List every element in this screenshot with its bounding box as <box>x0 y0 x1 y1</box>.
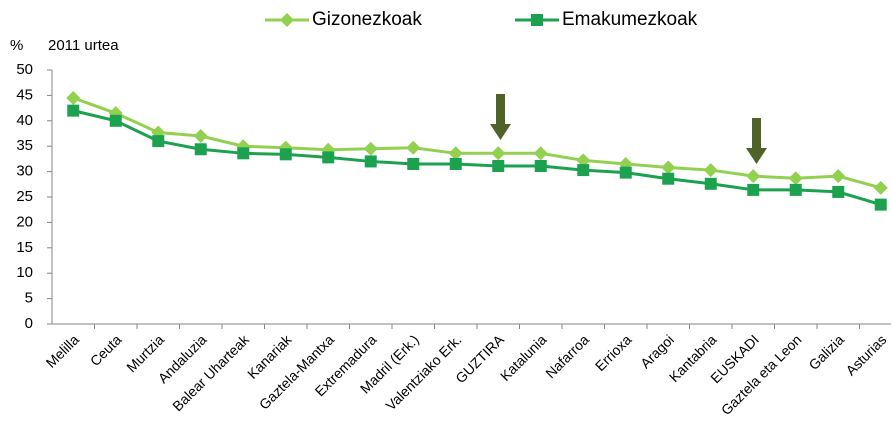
arrow <box>490 94 511 140</box>
point <box>364 155 377 168</box>
series-line <box>72 96 882 190</box>
point <box>152 135 165 148</box>
legend-label: Emakumezkoak <box>562 9 698 30</box>
y-tick-label: 40 <box>16 112 33 129</box>
y-tick-label: 10 <box>16 264 33 281</box>
y-tick-label: 0 <box>25 315 33 332</box>
point <box>832 185 845 198</box>
point <box>704 177 717 190</box>
point <box>788 171 803 186</box>
point <box>619 166 632 179</box>
point <box>746 169 761 184</box>
x-tick-label: Aragoi <box>637 331 677 371</box>
x-tick-label: Valentziako Erk. <box>382 331 464 413</box>
y-tick-label: 25 <box>16 188 33 205</box>
point <box>492 160 505 173</box>
y-tick-label: 35 <box>16 137 33 154</box>
subtitle: 2011 urtea <box>48 37 119 54</box>
x-tick-label: Gaztela eta Leon <box>718 331 805 418</box>
y-tick-label: 20 <box>16 213 33 230</box>
y-axis-label: % <box>10 37 23 54</box>
arrow <box>746 118 767 164</box>
point <box>747 183 760 196</box>
point <box>448 146 463 161</box>
point <box>279 148 292 161</box>
x-tick-label: Asturias <box>842 331 889 378</box>
legend-marker <box>280 13 294 27</box>
point <box>831 169 846 184</box>
y-tick-label: 50 <box>16 61 33 78</box>
point <box>322 151 335 164</box>
y-tick-label: 45 <box>16 86 33 103</box>
x-tick-label: Errioxa <box>592 331 635 374</box>
point <box>662 172 675 185</box>
point <box>576 153 591 168</box>
point <box>237 147 250 160</box>
point <box>193 129 208 144</box>
point <box>491 146 506 161</box>
point <box>194 143 207 156</box>
y-tick-label: 15 <box>16 239 33 256</box>
x-tick-label: Katalunia <box>497 331 550 384</box>
y-tick-label: 5 <box>25 290 33 307</box>
point <box>874 198 887 211</box>
x-tick-label: Balear Uharteak <box>169 331 253 415</box>
point <box>67 104 80 117</box>
point <box>789 183 802 196</box>
series-line <box>72 109 882 207</box>
x-tick-label: Melilla <box>43 331 83 371</box>
point <box>703 163 718 178</box>
x-tick-label: Galizia <box>805 331 847 373</box>
point <box>873 180 888 195</box>
legend-marker <box>531 14 543 26</box>
legend-label: Gizonezkoak <box>312 9 422 30</box>
x-tick-label: Ceuta <box>87 331 125 369</box>
point <box>406 140 421 155</box>
x-tick-label: Gaztela-Mantxa <box>256 331 337 412</box>
point <box>449 157 462 170</box>
point <box>66 90 81 105</box>
point <box>661 160 676 175</box>
point <box>109 114 122 127</box>
point <box>533 146 548 161</box>
point <box>577 164 590 177</box>
point <box>407 157 420 170</box>
x-tick-label: Nafarroa <box>542 331 592 381</box>
point <box>534 160 547 173</box>
y-tick-label: 30 <box>16 163 33 180</box>
point <box>363 141 378 156</box>
